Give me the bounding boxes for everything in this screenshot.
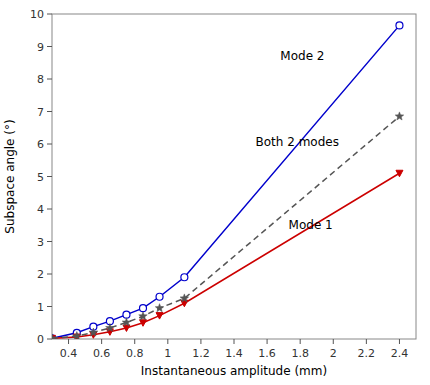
annotation: Mode 2 bbox=[280, 49, 324, 63]
x-tick bbox=[366, 339, 367, 344]
series-marker bbox=[52, 334, 56, 339]
plot-area bbox=[52, 22, 404, 339]
y-tick-label: 2 bbox=[37, 268, 44, 281]
x-tick bbox=[101, 339, 102, 344]
y-tick bbox=[47, 306, 52, 307]
y-tick-label: 6 bbox=[37, 138, 44, 151]
x-tick bbox=[300, 339, 301, 344]
chart-svg: 0.4 0.6 0.8 1 1.2 1.4 1.6 1.8 2 2.2 2.4 0 1 2 3 4 5 6 7 8 9 1… bbox=[0, 0, 430, 385]
annotations: Mode 2 Mode 1 Both 2 modes bbox=[256, 49, 339, 232]
y-tick-label: 4 bbox=[37, 203, 44, 216]
x-tick bbox=[333, 339, 334, 344]
series-marker bbox=[73, 332, 82, 339]
y-axis-label: Subspace angle (°) bbox=[3, 119, 17, 233]
x-tick-label: 0.8 bbox=[126, 347, 144, 360]
y-tick-label: 8 bbox=[37, 73, 44, 86]
y-tick-label: 3 bbox=[37, 236, 44, 249]
series-marker bbox=[89, 328, 98, 336]
series-marker bbox=[123, 311, 130, 318]
x-tick-label: 2.2 bbox=[358, 347, 376, 360]
x-tick bbox=[167, 339, 168, 344]
series bbox=[52, 112, 404, 339]
series-line bbox=[52, 116, 399, 338]
x-tick bbox=[134, 339, 135, 344]
x-tick-label: 0.4 bbox=[60, 347, 78, 360]
x-tick-label: 1.8 bbox=[291, 347, 309, 360]
series-marker bbox=[395, 112, 404, 120]
y-tick bbox=[47, 111, 52, 112]
series-marker bbox=[106, 323, 115, 331]
y-tick-label: 10 bbox=[30, 8, 44, 21]
x-tick bbox=[68, 339, 69, 344]
y-tick bbox=[47, 339, 52, 340]
axes: 0.4 0.6 0.8 1 1.2 1.4 1.6 1.8 2 2.2 2.4 0 1 2 3 4 5 6 7 8 9 1… bbox=[30, 8, 408, 360]
series-line bbox=[52, 25, 399, 338]
x-tick-label: 2.4 bbox=[391, 347, 409, 360]
x-tick bbox=[200, 339, 201, 344]
series-marker bbox=[156, 313, 163, 320]
y-tick bbox=[47, 209, 52, 210]
y-tick bbox=[47, 241, 52, 242]
x-tick-label: 1.2 bbox=[192, 347, 210, 360]
y-tick bbox=[47, 14, 52, 15]
x-tick bbox=[267, 339, 268, 344]
series-marker bbox=[180, 294, 189, 302]
series-marker bbox=[156, 293, 163, 300]
x-tick-label: 0.6 bbox=[93, 347, 111, 360]
y-tick bbox=[47, 274, 52, 275]
plot-frame bbox=[52, 14, 416, 339]
series-marker bbox=[122, 318, 131, 326]
y-tick-label: 9 bbox=[37, 41, 44, 54]
series-marker bbox=[140, 305, 147, 312]
y-tick-label: 7 bbox=[37, 106, 44, 119]
y-tick bbox=[47, 79, 52, 80]
x-tick-label: 1.4 bbox=[225, 347, 243, 360]
y-tick bbox=[47, 176, 52, 177]
y-tick bbox=[47, 46, 52, 47]
series-marker bbox=[396, 22, 403, 29]
x-axis-label: Instantaneous amplitude (mm) bbox=[141, 364, 327, 378]
x-tick bbox=[399, 339, 400, 344]
annotation: Mode 1 bbox=[289, 218, 333, 232]
series bbox=[52, 22, 403, 339]
series-marker bbox=[155, 304, 164, 312]
series-line bbox=[52, 173, 399, 338]
y-tick-label: 5 bbox=[37, 171, 44, 184]
x-tick-label: 1.6 bbox=[258, 347, 276, 360]
series-marker bbox=[139, 312, 148, 320]
series-marker bbox=[396, 170, 403, 177]
chart-container: 0.4 0.6 0.8 1 1.2 1.4 1.6 1.8 2 2.2 2.4 0 1 2 3 4 5 6 7 8 9 1… bbox=[0, 0, 430, 385]
x-tick-label: 2 bbox=[330, 347, 337, 360]
y-tick-label: 0 bbox=[37, 333, 44, 346]
series-marker bbox=[181, 274, 188, 281]
annotation: Both 2 modes bbox=[256, 135, 339, 149]
series bbox=[52, 170, 403, 339]
y-tick-label: 1 bbox=[37, 301, 44, 314]
x-tick-label: 1 bbox=[164, 347, 171, 360]
series-marker bbox=[140, 320, 147, 327]
y-tick bbox=[47, 144, 52, 145]
x-tick bbox=[234, 339, 235, 344]
